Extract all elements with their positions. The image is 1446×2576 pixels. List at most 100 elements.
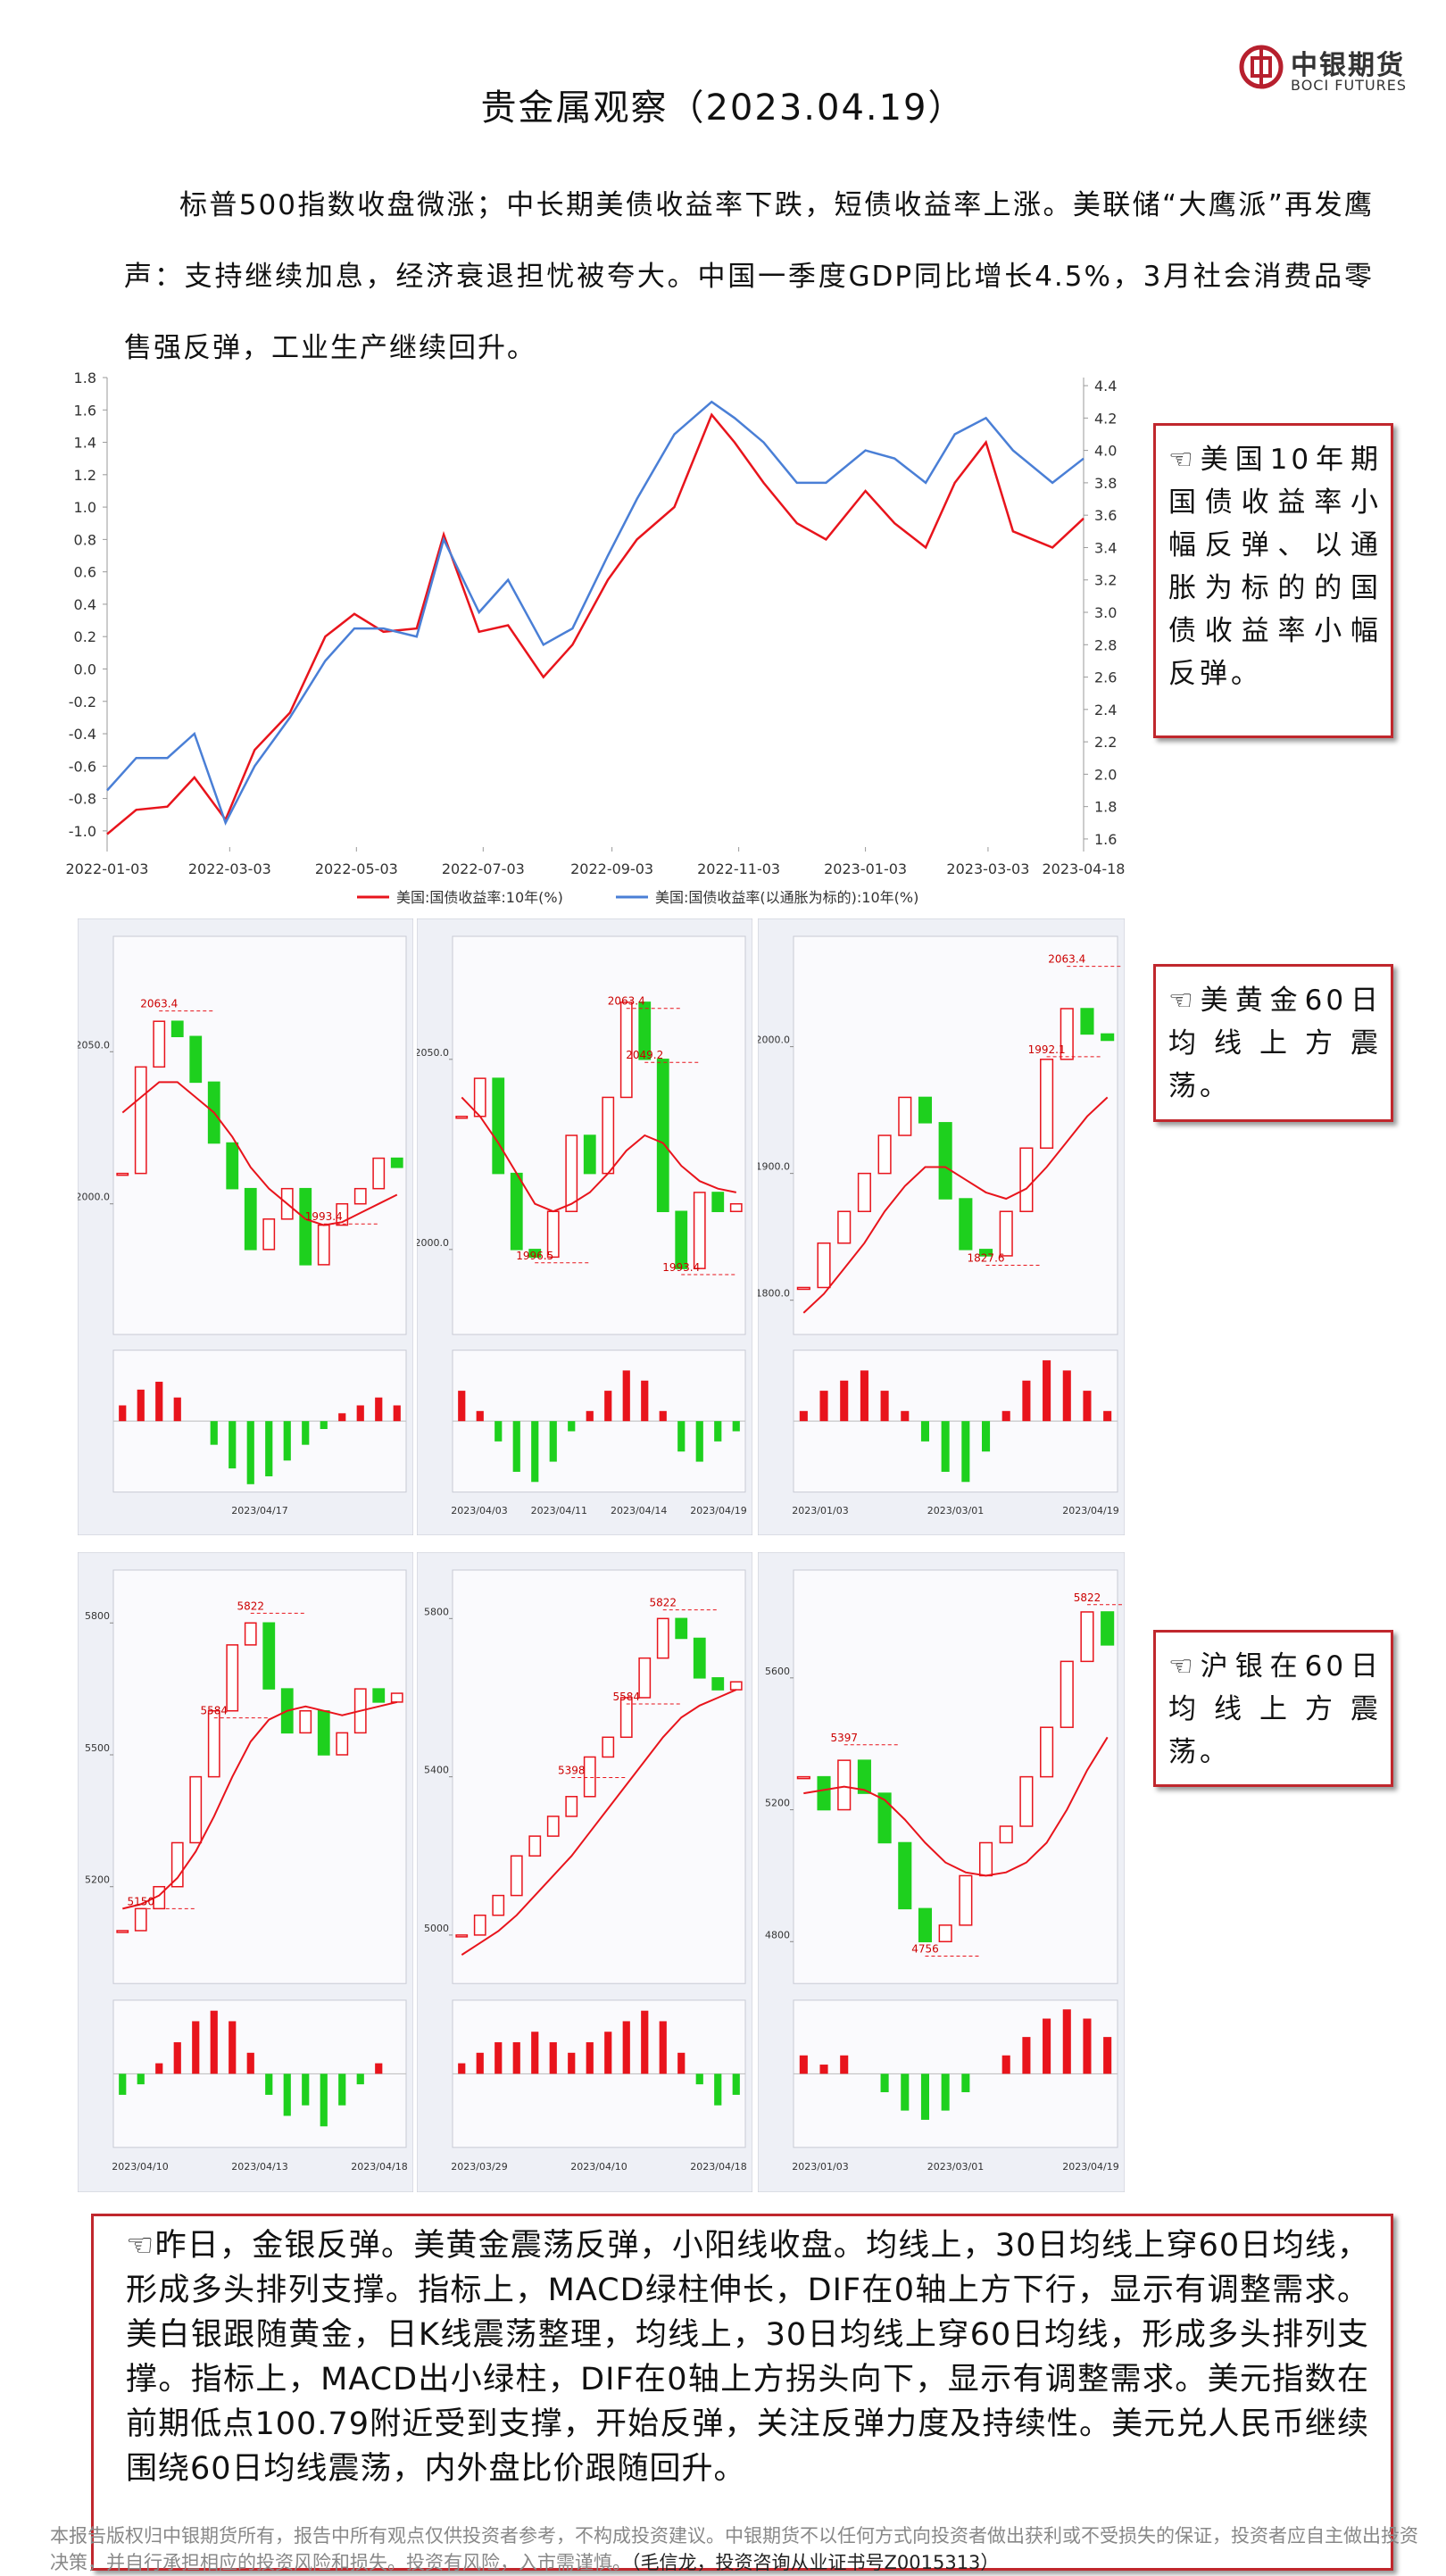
macd-bar: [338, 1413, 346, 1422]
candle: [170, 1020, 184, 1038]
candlestick-panel: 1800.0 1900.0 2000.0 1992.1 1827.6 2063.4 2023…: [758, 918, 1125, 1535]
date-label: 2023/03/29: [451, 2161, 507, 2173]
macd-bar: [819, 2065, 828, 2074]
y-tick-label: 2050.0: [417, 1047, 449, 1059]
candlestick-panel: 5000 5400 5800 5822 5584 5398 2023/03/29 2023/0…: [417, 1552, 752, 2192]
candle: [336, 1732, 349, 1756]
macd-bar: [622, 2021, 630, 2074]
macd-bar: [961, 2073, 970, 2092]
candle: [153, 1020, 166, 1068]
candle: [528, 1835, 542, 1857]
mark-label: 5584: [200, 1705, 228, 1717]
y-tick-label: -0.4: [69, 726, 96, 743]
candle: [1060, 1660, 1074, 1728]
macd-bar: [568, 1421, 576, 1432]
macd-bar: [494, 1421, 503, 1442]
macd-bar: [840, 1380, 849, 1422]
date-label: 2023/04/03: [451, 1505, 507, 1517]
y2-tick-label: 2.2: [1094, 734, 1117, 751]
mark-label: 5822: [237, 1600, 264, 1612]
candle: [510, 1855, 523, 1897]
y-tick-label: -0.6: [69, 758, 96, 775]
macd-bar: [941, 2073, 950, 2111]
candle: [116, 1930, 129, 1933]
mark-label: 1992.1: [1028, 1043, 1066, 1056]
macd-bar: [356, 2073, 364, 2085]
author: （毛信龙，投资咨询从业证书号Z0015313）: [631, 2552, 1000, 2573]
macd-bar: [1103, 1410, 1112, 1422]
candle: [317, 1709, 330, 1756]
logo-subtext: BOCI FUTURES: [1291, 77, 1408, 94]
ma-line: [461, 1689, 737, 1956]
macd-bar: [586, 2042, 594, 2074]
macd-bar: [714, 1421, 722, 1442]
y2-tick-label: 3.0: [1094, 604, 1117, 621]
ma-line: [461, 1096, 737, 1213]
candle: [1019, 1147, 1034, 1212]
x-tick-label: 2022-03-03: [188, 860, 271, 877]
candle: [857, 1759, 871, 1794]
y2-tick-label: 4.2: [1094, 410, 1117, 427]
candle: [602, 1096, 615, 1175]
x-tick-label: 2022-11-03: [697, 860, 780, 877]
macd-bar: [840, 2055, 849, 2074]
date-label: 2023/03/01: [927, 1505, 984, 1517]
mark-label: 5822: [1074, 1591, 1101, 1604]
logo-text: 中银期货: [1291, 50, 1405, 81]
macd-bar: [1022, 2037, 1031, 2074]
candle: [189, 1035, 203, 1084]
mark-label: 1996.5: [516, 1250, 553, 1262]
macd-bar: [799, 2055, 808, 2074]
candle: [837, 1210, 852, 1244]
x-tick-label: 2022-05-03: [315, 860, 398, 877]
candlestick-panel: 5200 5500 5800 5822 5584 5150 2023/04/10 2023/0…: [78, 1552, 413, 2192]
macd-bar: [1083, 2018, 1092, 2074]
candle: [262, 1622, 276, 1690]
macd-bar: [659, 1410, 667, 1422]
date-label: 2023/01/03: [792, 2161, 848, 2173]
y2-tick-label: 2.0: [1094, 766, 1117, 783]
y-tick-label: 1.2: [74, 467, 96, 484]
macd-bar: [920, 1421, 930, 1442]
macd-bar: [677, 1421, 686, 1452]
candle: [817, 1775, 831, 1811]
note: ☜美国10年期国债收益率小幅反弹、以通胀为标的的国债收益率小幅反弹。: [1153, 423, 1393, 738]
legend-label: 美国:国债收益率(以通胀为标的):10年(%): [655, 889, 918, 906]
macd-bar: [512, 1421, 520, 1472]
macd-bar: [458, 2063, 466, 2074]
series-line: [106, 400, 1084, 826]
x-tick-label: 2023-03-03: [946, 860, 1029, 877]
y2-tick-label: 3.2: [1094, 572, 1117, 589]
candle: [938, 1122, 952, 1200]
macd-bar: [265, 2073, 273, 2095]
logo: 中银期货 BOCI FUTURES: [1239, 43, 1417, 96]
x-tick-label: 2022-01-03: [66, 860, 149, 877]
macd-bar: [1103, 2037, 1112, 2074]
x-tick-label: 2022-09-03: [570, 860, 653, 877]
macd-bar: [531, 1421, 539, 1483]
mark-label: 4756: [911, 1943, 939, 1956]
y-tick-label: 5000: [424, 1923, 449, 1934]
macd-bar: [229, 1421, 237, 1469]
macd-bar: [265, 1421, 273, 1476]
candle: [170, 1841, 184, 1888]
macd-bar: [283, 2073, 291, 2116]
candle: [455, 1934, 469, 1938]
title: 贵金属观察（2023.04.19）: [480, 87, 966, 129]
note: ☜沪银在60日均线上方震荡。: [1153, 1630, 1393, 1787]
macd-bar: [901, 1410, 910, 1422]
macd-bar: [1043, 1360, 1051, 1422]
macd-bar: [549, 1421, 557, 1462]
candle: [938, 1924, 952, 1943]
y-tick-label: 2000.0: [78, 1192, 110, 1203]
macd-bar: [1001, 1410, 1010, 1422]
macd-bar: [494, 2042, 503, 2074]
macd-bar: [155, 1382, 163, 1422]
candle: [837, 1759, 852, 1811]
date-label: 2023/04/18: [351, 2161, 407, 2173]
candle: [602, 1736, 615, 1758]
macd-bar: [338, 2073, 346, 2106]
summary: ☜昨日，金银反弹。美黄金震荡反弹，小阳线收盘。均线上，30日均线上穿60日均线，…: [91, 2214, 1393, 2571]
y-tick-label: 5200: [765, 1798, 790, 1809]
candle: [262, 1218, 276, 1251]
